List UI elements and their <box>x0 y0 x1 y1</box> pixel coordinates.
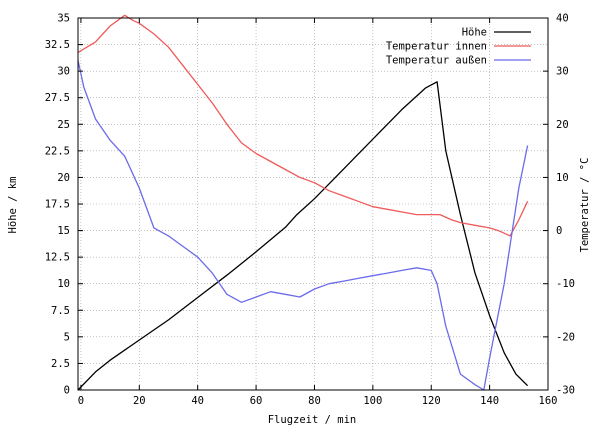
legend: Höhe Temperatur innen Temperatur außen <box>386 27 531 67</box>
y-tick-label: 2.5 <box>51 358 70 370</box>
y-tick-label: 15 <box>57 225 70 237</box>
y-tick-label: 27.5 <box>45 92 70 104</box>
y2-axis-label: Temperatur / °C <box>579 158 591 253</box>
y-tick-label: 5 <box>64 331 70 343</box>
series-line-1 <box>77 81 529 391</box>
x-tick-label: 0 <box>78 395 84 407</box>
legend-label-2: Temperatur innen <box>386 41 487 53</box>
y-tick-label: 22.5 <box>45 145 70 157</box>
y2-tick-label: 10 <box>556 172 569 184</box>
x-tick-label: 80 <box>308 395 321 407</box>
legend-label-1: Höhe <box>462 27 487 39</box>
y-tick-label: 12.5 <box>45 252 70 264</box>
y-tick-label: 17.5 <box>45 199 70 211</box>
x-tick-label: 120 <box>422 395 441 407</box>
y-axis-label: Höhe / km <box>7 177 19 234</box>
legend-label-3: Temperatur außen <box>386 55 487 67</box>
x-tick-label: 160 <box>539 395 558 407</box>
x-axis-label: Flugzeit / min <box>268 414 357 426</box>
x-tick-label: 40 <box>191 395 204 407</box>
x-tick-label: 140 <box>480 395 499 407</box>
y2-tick-label: -10 <box>556 278 575 290</box>
series-line-2 <box>77 14 529 237</box>
y2-tick-label: 30 <box>556 66 569 78</box>
y-tick-label: 7.5 <box>51 305 70 317</box>
y-tick-label: 35 <box>57 13 70 25</box>
y2-tick-label: 40 <box>556 13 569 25</box>
y2-tick-label: -30 <box>556 385 575 397</box>
y-tick-label: 32.5 <box>45 39 70 51</box>
y2-tick-label: 0 <box>556 225 562 237</box>
x-tick-label: 20 <box>133 395 146 407</box>
series-lines <box>77 14 529 391</box>
y2-tick-label: 20 <box>556 119 569 131</box>
tick-labels: 0 20 40 60 80 100 120 140 16002.557.51012.51517.… <box>45 13 575 408</box>
x-tick-label: 60 <box>250 395 263 407</box>
series-line-3 <box>77 60 529 391</box>
y2-tick-label: -20 <box>556 331 575 343</box>
y-tick-label: 25 <box>57 119 70 131</box>
y-tick-label: 30 <box>57 66 70 78</box>
y-tick-label: 20 <box>57 172 70 184</box>
x-tick-label: 100 <box>363 395 382 407</box>
y-tick-label: 10 <box>57 278 70 290</box>
y-tick-label: 0 <box>64 385 70 397</box>
tick-marks <box>78 17 549 391</box>
